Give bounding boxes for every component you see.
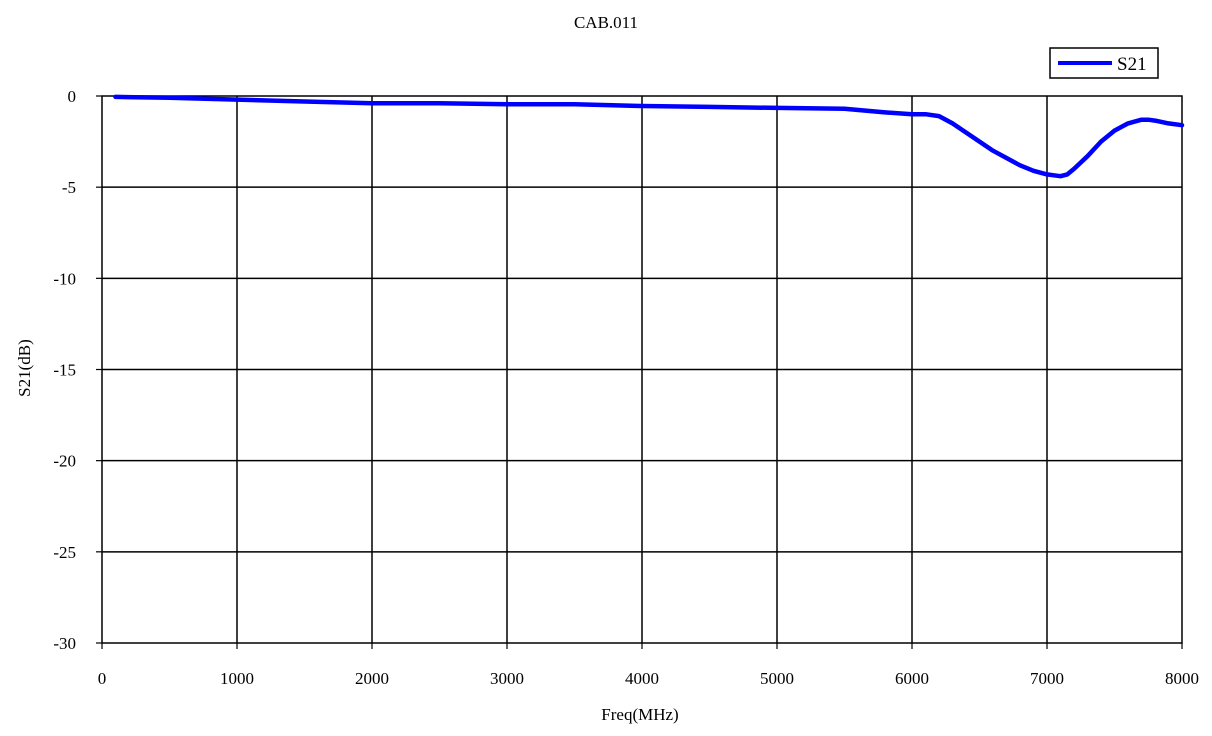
x-tick-label-3000: 3000	[490, 669, 524, 688]
x-tick-label-4000: 4000	[625, 669, 659, 688]
series-line-s21	[113, 94, 1185, 179]
chart-title: CAB.011	[574, 13, 638, 32]
legend: S21	[1049, 47, 1159, 79]
series-layer	[113, 94, 1185, 179]
grid-layer	[96, 95, 1183, 649]
y-tick-label--30: -30	[53, 634, 76, 653]
tick-labels: 0 1000 2000 3000 4000 5000 6000 7000 8000 0 -5 -10 -…	[53, 87, 1199, 688]
x-tick-label-0: 0	[98, 669, 107, 688]
y-axis-label: S21(dB)	[15, 339, 34, 397]
x-tick-label-1000: 1000	[220, 669, 254, 688]
legend-label-s21: S21	[1117, 54, 1147, 75]
y-tick-label-0: 0	[68, 87, 77, 106]
y-tick-label--25: -25	[53, 543, 76, 562]
y-tick-label--20: -20	[53, 452, 76, 471]
x-tick-label-5000: 5000	[760, 669, 794, 688]
x-tick-label-8000: 8000	[1165, 669, 1199, 688]
x-tick-label-6000: 6000	[895, 669, 929, 688]
y-tick-label--15: -15	[53, 361, 76, 380]
x-axis-label: Freq(MHz)	[601, 705, 678, 724]
x-tick-label-2000: 2000	[355, 669, 389, 688]
y-tick-label--5: -5	[62, 178, 76, 197]
x-tick-label-7000: 7000	[1030, 669, 1064, 688]
y-tick-label--10: -10	[53, 269, 76, 288]
